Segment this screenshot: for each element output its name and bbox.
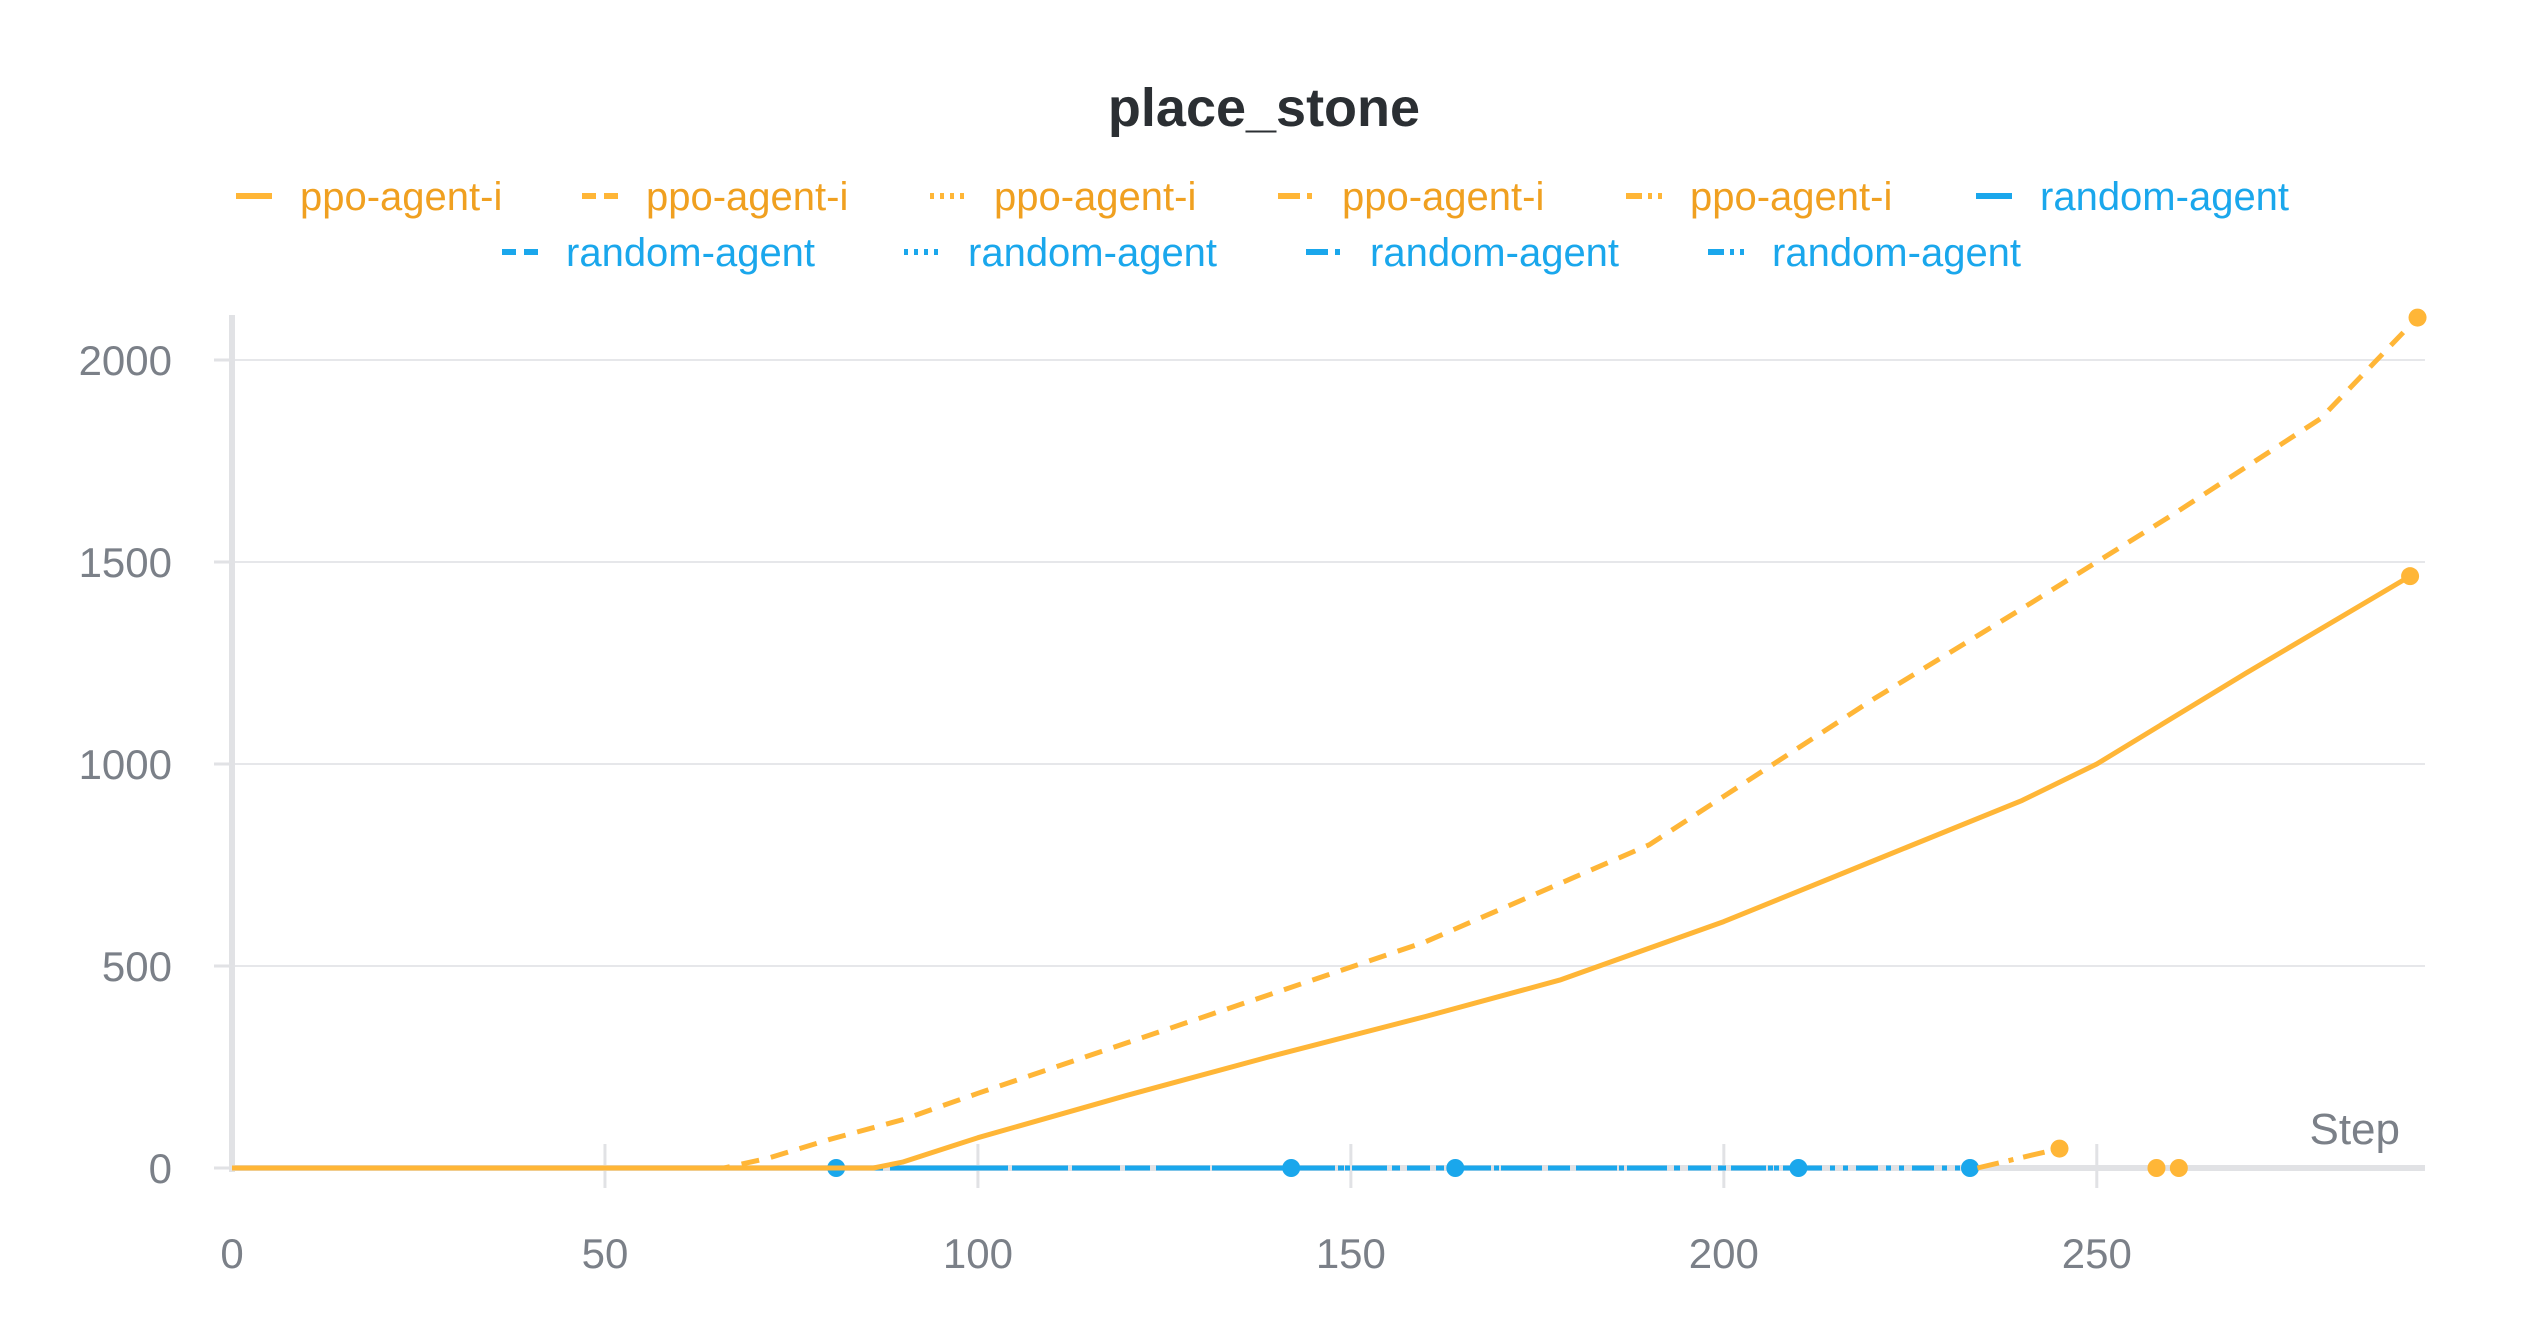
legend-label: ppo-agent-i: [300, 175, 502, 219]
x-tick-label: 100: [943, 1230, 1013, 1277]
legend-label: random-agent: [1772, 231, 2021, 275]
legend-label: random-agent: [566, 231, 815, 275]
legend-label: ppo-agent-i: [1342, 175, 1544, 219]
series-endpoint-ppo-dot: [2147, 1159, 2166, 1177]
series-line-ppo-dash: [232, 315, 2420, 1171]
tick-labels: 0 500 1000 1500 2000 0 50 100 150 200 250: [79, 337, 2132, 1277]
y-tick-label: 0: [149, 1145, 172, 1192]
series-endpoint-ppo-dashdot: [2050, 1139, 2069, 1158]
x-tick-label: 200: [1689, 1230, 1759, 1277]
legend-label: ppo-agent-i: [646, 175, 848, 219]
series-endpoint-ppo-solid: [2401, 567, 2420, 586]
series-endpoint-random-dash: [1282, 1159, 1301, 1177]
y-tick-label: 2000: [79, 337, 172, 384]
series-endpoint-ppo-dashdotdot: [2169, 1159, 2188, 1177]
series-endpoint-ppo-dash: [2408, 308, 2427, 327]
legend-label: random-agent: [2040, 175, 2289, 219]
legend-label: ppo-agent-i: [1690, 175, 1892, 219]
plot-area: [232, 308, 2427, 1177]
chart-title: place_stone: [1108, 78, 1420, 138]
legend-label: random-agent: [1370, 231, 1619, 275]
legend: ppo-agent-i ppo-agent-i ppo-agent-i ppo-age…: [236, 175, 2289, 275]
y-tick-label: 500: [102, 943, 172, 990]
x-tick-label: 250: [2062, 1230, 2132, 1277]
x-axis-label: Step: [2309, 1105, 2400, 1154]
series-line-ppo-solid: [232, 573, 2412, 1171]
x-tick-label: 50: [582, 1230, 629, 1277]
legend-label: ppo-agent-i: [994, 175, 1196, 219]
legend-label: random-agent: [968, 231, 1217, 275]
x-tick-label: 0: [220, 1230, 243, 1277]
series-endpoint-random-dashdot: [1789, 1159, 1808, 1177]
series-line-ppo-dashdot: [1976, 1146, 2061, 1171]
series-endpoint-random-dashdotdot: [1960, 1159, 1979, 1177]
y-tick-label: 1500: [79, 539, 172, 586]
gridlines: [214, 358, 2425, 1188]
y-tick-label: 1000: [79, 741, 172, 788]
x-tick-label: 150: [1316, 1230, 1386, 1277]
